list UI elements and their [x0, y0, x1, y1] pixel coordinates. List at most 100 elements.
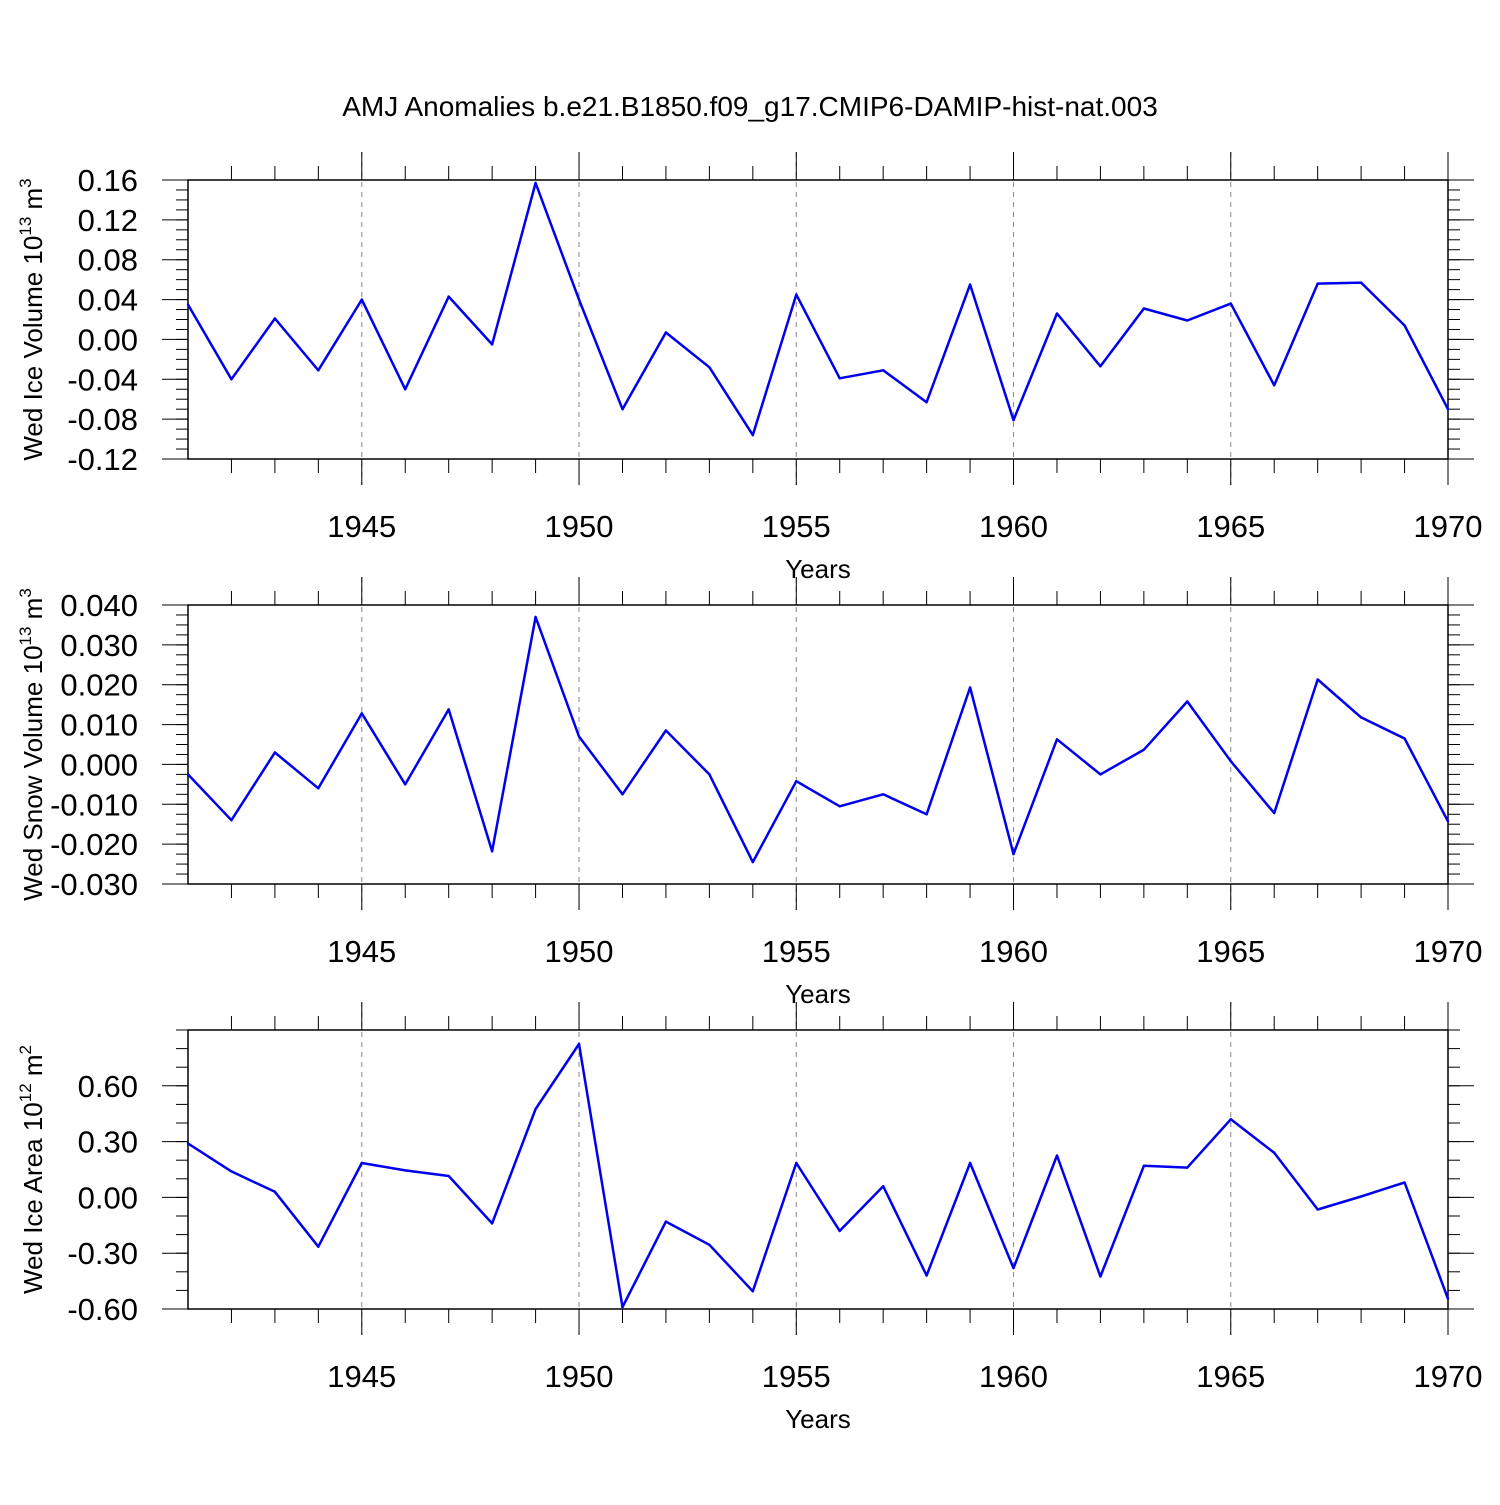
- y-tick-label: 0.00: [78, 322, 138, 357]
- data-point: [1359, 716, 1363, 719]
- y-tick-label: 0.60: [78, 1069, 138, 1104]
- data-point: [838, 1229, 841, 1233]
- data-point: [534, 181, 537, 185]
- panel-ice-volume: -0.12 -0.08 -0.04 0.00 0.04 0.08 0.12 0.16 1945 1…: [16, 152, 1482, 584]
- data-point: [751, 860, 755, 864]
- data-point: [751, 1290, 755, 1293]
- data-point: [534, 615, 537, 619]
- y-axis-title-exponent: 12: [16, 1083, 35, 1102]
- y-tick-label: -0.30: [67, 1236, 138, 1271]
- data-point: [968, 1161, 972, 1165]
- y-tick-label: -0.08: [67, 402, 138, 437]
- data-point: [404, 388, 407, 391]
- data-point: [621, 407, 624, 411]
- x-tick-label: 1950: [545, 509, 614, 544]
- data-point: [534, 1107, 537, 1111]
- data-point: [1229, 760, 1232, 763]
- x-tick-label: 1970: [1414, 934, 1483, 969]
- x-tick-label: 1950: [545, 1359, 614, 1394]
- data-point: [317, 1245, 320, 1248]
- x-tick-label: 1960: [979, 1359, 1048, 1394]
- data-point: [968, 686, 972, 689]
- data-point: [1055, 312, 1059, 315]
- data-point: [230, 819, 233, 822]
- data-point: [1446, 820, 1450, 823]
- x-tick-label: 1950: [545, 934, 614, 969]
- data-point: [273, 751, 277, 754]
- data-point: [230, 378, 233, 381]
- data-point: [317, 787, 320, 790]
- x-tick-label: 1960: [979, 509, 1048, 544]
- y-axis-title-unit-exponent: 3: [16, 588, 35, 597]
- data-point: [1446, 1297, 1450, 1300]
- x-tick-label: 1970: [1414, 509, 1483, 544]
- data-point: [1316, 1208, 1319, 1211]
- data-point: [1316, 282, 1319, 285]
- data-point: [621, 1305, 624, 1309]
- x-tick-label: 1965: [1196, 509, 1265, 544]
- data-point: [925, 813, 928, 816]
- data-point: [1273, 1151, 1276, 1154]
- x-tick-label: 1945: [327, 1359, 396, 1394]
- data-point: [795, 293, 798, 296]
- data-point: [404, 1169, 407, 1172]
- data-point: [1099, 365, 1102, 368]
- data-point: [577, 735, 581, 738]
- y-tick-label: -0.12: [67, 442, 138, 477]
- y-axis-title-exponent: 13: [16, 217, 35, 236]
- data-point: [360, 298, 363, 301]
- data-point: [186, 773, 190, 776]
- data-point: [1099, 773, 1102, 776]
- data-point: [447, 1174, 450, 1178]
- y-tick-label: 0.08: [78, 243, 138, 278]
- data-point: [490, 343, 494, 346]
- series-line-snow-volume: [187, 615, 1450, 864]
- data-point: [230, 1170, 233, 1173]
- data-point: [404, 783, 407, 786]
- data-point: [664, 1220, 668, 1223]
- data-point: [838, 805, 841, 808]
- data-point: [1359, 1195, 1363, 1198]
- data-point: [1142, 307, 1146, 310]
- data-point: [1012, 1266, 1015, 1270]
- data-point: [1142, 1164, 1146, 1167]
- x-tick-label: 1960: [979, 934, 1048, 969]
- y-axis-title-unit: m: [18, 188, 48, 217]
- y-tick-label: 0.040: [60, 588, 138, 623]
- series-line-ice-volume: [186, 181, 1450, 437]
- x-tick-label: 1965: [1196, 1359, 1265, 1394]
- data-point: [490, 850, 494, 853]
- y-axis-title-main: Wed Snow Volume 10: [18, 645, 48, 900]
- plot-frame: [187, 604, 1449, 885]
- y-tick-label: 0.16: [78, 163, 138, 198]
- y-tick-label: -0.010: [50, 787, 138, 822]
- series-line-ice-area: [187, 1042, 1450, 1309]
- data-point: [838, 377, 841, 380]
- data-point: [490, 1222, 494, 1225]
- data-point: [1055, 1154, 1059, 1157]
- data-point: [621, 793, 624, 796]
- data-point: [881, 369, 885, 372]
- data-point: [577, 298, 581, 301]
- y-axis-title-main: Wed Ice Area 10: [18, 1102, 48, 1294]
- y-tick-label: 0.30: [78, 1125, 138, 1160]
- y-axis-title: Wed Snow Volume 1013 m3: [16, 588, 48, 901]
- y-axis-title-unit: m: [18, 1054, 48, 1083]
- data-point: [664, 331, 668, 334]
- data-point: [360, 712, 363, 715]
- data-point: [1012, 418, 1015, 422]
- x-tick-label: 1955: [762, 934, 831, 969]
- y-tick-label: 0.04: [78, 283, 138, 318]
- data-point: [795, 779, 798, 783]
- y-axis-title-exponent: 13: [16, 627, 35, 646]
- data-point: [1446, 407, 1450, 411]
- data-point: [708, 773, 711, 776]
- y-tick-label: 0.030: [60, 628, 138, 663]
- x-tick-label: 1945: [327, 934, 396, 969]
- data-point: [1186, 1166, 1189, 1169]
- data-point: [708, 1243, 711, 1247]
- panel-snow-volume: -0.030 -0.020 -0.010 0.000 0.010 0.020 0.030 0.…: [16, 577, 1482, 1009]
- y-axis-title-unit-exponent: 2: [16, 1045, 35, 1054]
- x-tick-label: 1955: [762, 509, 831, 544]
